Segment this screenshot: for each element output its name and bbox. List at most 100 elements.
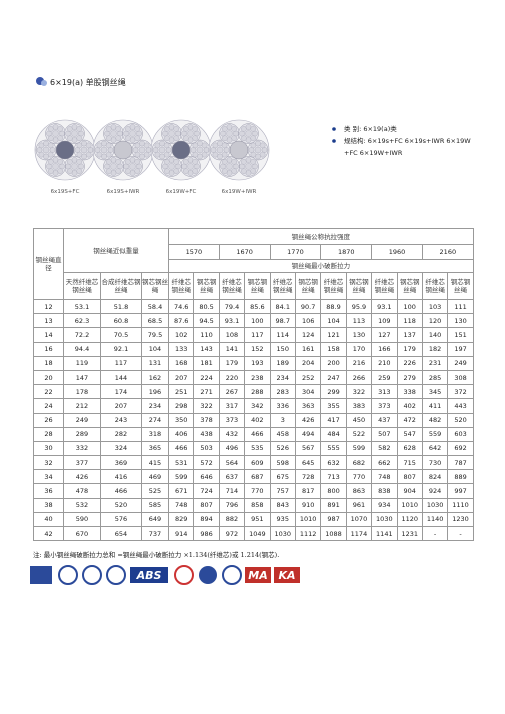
wire xyxy=(143,142,150,149)
wire xyxy=(168,124,175,130)
wire xyxy=(212,151,219,158)
table-cell: 36 xyxy=(33,483,64,499)
wire xyxy=(52,124,59,130)
table-cell: 535 xyxy=(244,440,271,457)
wire xyxy=(187,163,194,170)
table-cell: 133 xyxy=(167,341,195,357)
wire xyxy=(255,153,261,160)
table-cell: 576 xyxy=(100,511,142,528)
wire xyxy=(231,159,237,165)
wire xyxy=(48,126,54,132)
wire xyxy=(250,168,256,174)
wire xyxy=(139,153,145,160)
table-cell: 249 xyxy=(447,355,474,371)
table-row: 1570 1670 1770 1870 1960 2160 xyxy=(34,244,474,260)
table-cell: 238 xyxy=(244,369,271,386)
table-cell: 1030 xyxy=(371,511,398,528)
wire xyxy=(192,142,199,149)
table-cell: 1230 xyxy=(447,511,474,528)
wire xyxy=(220,130,226,137)
wire xyxy=(76,142,83,149)
wire xyxy=(162,163,168,170)
table-cell: 266 xyxy=(345,369,373,386)
table-cell: 32 xyxy=(33,455,64,471)
table-cell: 654 xyxy=(100,525,142,542)
table-cell: 102 xyxy=(167,327,195,343)
wire xyxy=(221,142,228,149)
table-cell: 406 xyxy=(167,426,195,442)
table-cell: 166 xyxy=(371,341,398,357)
wire xyxy=(250,142,257,149)
table-cell: 313 xyxy=(371,384,398,400)
table-cell: 74.6 xyxy=(167,298,195,315)
wire xyxy=(71,163,78,170)
table-cell: 377 xyxy=(63,455,101,471)
wire xyxy=(123,163,129,170)
wire xyxy=(187,157,194,163)
wire xyxy=(226,157,233,163)
table-cell: 332 xyxy=(63,440,101,457)
wire xyxy=(255,140,261,147)
table-cell: 482 xyxy=(421,412,449,428)
wire xyxy=(192,151,199,158)
wire xyxy=(165,147,172,153)
table-cell: 817 xyxy=(294,483,322,499)
table-cell: 632 xyxy=(320,455,347,471)
table-cell: 87.6 xyxy=(167,313,195,329)
wire xyxy=(163,142,170,149)
header-cell: 钢芯钢丝绳 xyxy=(396,272,423,300)
wire xyxy=(187,130,194,137)
logo xyxy=(106,565,126,585)
wire xyxy=(115,126,121,132)
table-cell: 904 xyxy=(396,483,423,499)
wire xyxy=(110,157,117,163)
table-cell: 22 xyxy=(33,384,64,400)
table-cell: 14 xyxy=(33,327,64,343)
table-cell: 373 xyxy=(371,398,398,414)
table-cell: 383 xyxy=(345,398,373,414)
wire xyxy=(250,159,256,165)
table-cell: 243 xyxy=(100,412,142,428)
wire xyxy=(168,170,175,176)
wire xyxy=(210,147,217,153)
wire xyxy=(245,170,252,176)
table-cell: 137 xyxy=(396,327,423,343)
table-cell: 24 xyxy=(33,398,64,414)
wire xyxy=(47,142,54,149)
table-cell: 93.1 xyxy=(218,313,246,329)
table-cell: 1231 xyxy=(396,525,423,542)
header-cell: 钢芯钢丝绳 xyxy=(447,272,474,300)
table-cell: 426 xyxy=(63,469,101,485)
table-cell: 58.4 xyxy=(141,298,169,315)
table-cell: 914 xyxy=(167,525,195,542)
table-cell: 259 xyxy=(371,369,398,386)
header-cell: 纤维芯钢丝绳 xyxy=(371,272,398,300)
table-cell: 234 xyxy=(141,398,169,414)
wire xyxy=(241,135,247,141)
wire xyxy=(136,163,142,170)
table-cell: - xyxy=(447,525,474,542)
wire xyxy=(173,126,179,132)
wire xyxy=(129,157,136,163)
table-cell: 127 xyxy=(371,327,398,343)
wire xyxy=(48,135,54,141)
table-cell: 279 xyxy=(396,369,423,386)
wire xyxy=(49,147,56,153)
table-cell: 494 xyxy=(294,426,322,442)
table-cell: 60.8 xyxy=(100,313,142,329)
table-cell: 178 xyxy=(63,384,101,400)
wire xyxy=(164,135,170,141)
table-cell: 800 xyxy=(320,483,347,499)
table-cell: 207 xyxy=(167,369,195,386)
header-cell: 纤维芯钢丝绳 xyxy=(421,272,449,300)
table-cell: 150 xyxy=(269,341,296,357)
spec-bullet xyxy=(332,127,336,131)
logo xyxy=(82,565,102,585)
table-cell: 642 xyxy=(421,440,449,457)
table-cell: 555 xyxy=(320,440,347,457)
table-cell: 728 xyxy=(294,469,322,485)
table-row: 28 289 282 318 406 438 432 466 458 494 484 522 507 54… xyxy=(33,426,474,442)
table-cell: 210 xyxy=(371,355,398,371)
table-cell: 469 xyxy=(141,469,169,485)
